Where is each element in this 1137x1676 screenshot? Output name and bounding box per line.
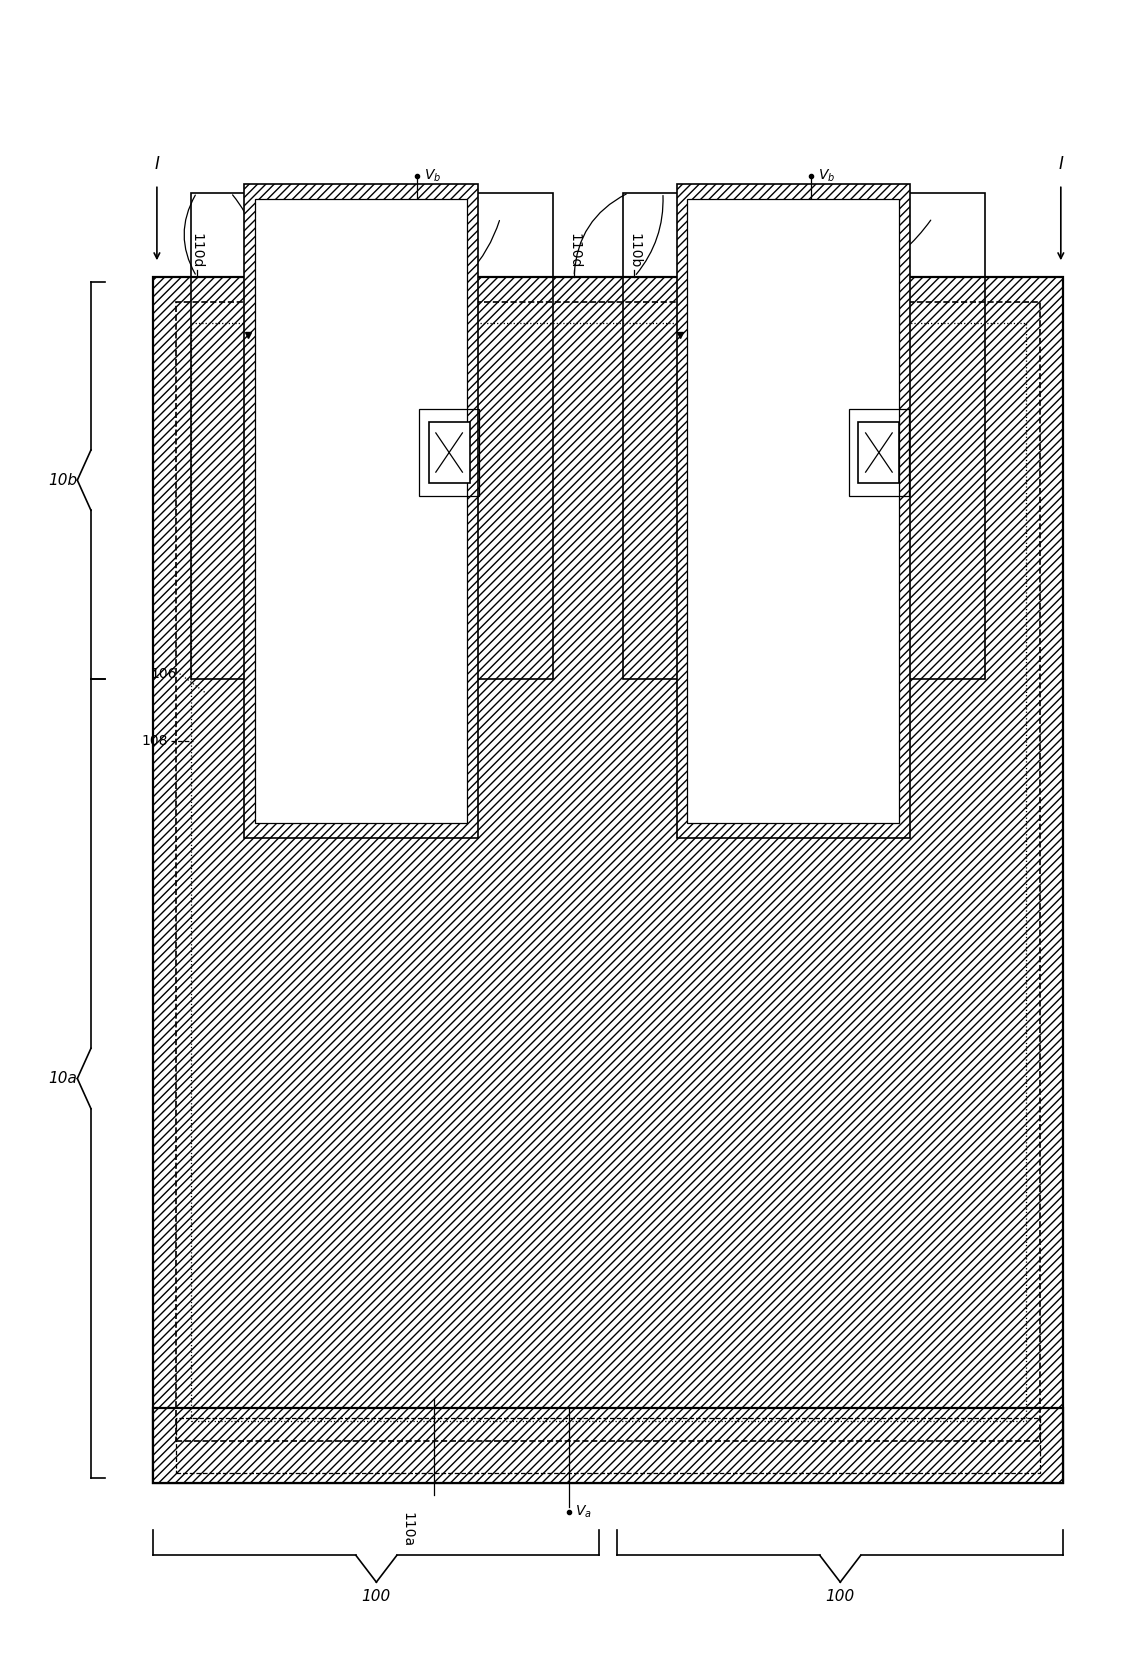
Text: 110c: 110c <box>459 235 473 268</box>
Bar <box>858 422 899 483</box>
Bar <box>677 184 910 838</box>
Text: 100: 100 <box>825 1589 855 1604</box>
Text: 110d: 110d <box>567 233 581 268</box>
Text: 108: 108 <box>142 734 168 747</box>
Text: 110c: 110c <box>860 235 873 268</box>
Bar <box>153 277 1063 1483</box>
Bar <box>176 1418 1040 1473</box>
Bar <box>623 193 985 679</box>
Text: 110b: 110b <box>628 233 641 268</box>
Text: $I$: $I$ <box>153 154 160 173</box>
Bar <box>191 193 553 679</box>
Bar <box>687 199 899 823</box>
Text: $V_a$: $V_a$ <box>575 1503 592 1520</box>
Text: 10a: 10a <box>49 1071 77 1086</box>
Text: 110d: 110d <box>190 233 204 268</box>
Text: $V_b$: $V_b$ <box>818 168 835 184</box>
Bar <box>849 409 908 496</box>
Text: $V_b$: $V_b$ <box>424 168 441 184</box>
Bar <box>255 199 467 823</box>
Text: 100: 100 <box>362 1589 391 1604</box>
Bar <box>176 302 1040 1441</box>
Text: 106: 106 <box>151 667 177 680</box>
Bar <box>429 422 470 483</box>
Bar <box>420 409 479 496</box>
Text: 110b: 110b <box>252 233 266 268</box>
Bar <box>153 1408 1063 1483</box>
Text: 110a: 110a <box>400 1512 414 1547</box>
Bar <box>191 323 1026 1421</box>
Text: 10b: 10b <box>48 473 77 488</box>
Bar <box>244 184 478 838</box>
Text: $I$: $I$ <box>1057 154 1064 173</box>
